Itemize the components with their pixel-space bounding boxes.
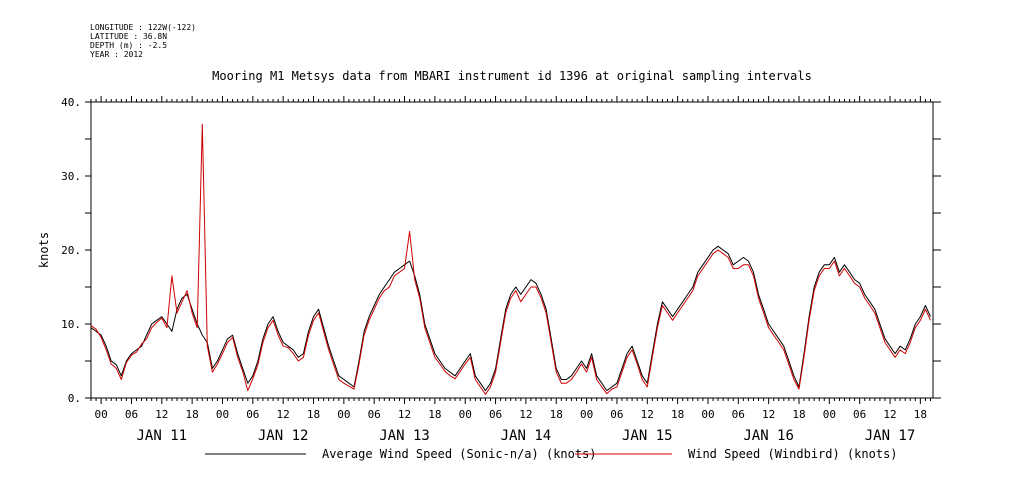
x-tick-label: 12 xyxy=(641,408,654,421)
x-tick-label: 18 xyxy=(792,408,805,421)
x-tick-label: 18 xyxy=(914,408,927,421)
x-tick-label: 12 xyxy=(519,408,532,421)
x-tick-label: 12 xyxy=(155,408,168,421)
day-label: JAN 15 xyxy=(622,428,673,444)
legend-label-1: Wind Speed (Windbird) (knots) xyxy=(688,447,898,461)
chart-series xyxy=(90,123,931,395)
x-tick-label: 06 xyxy=(489,408,502,421)
metadata-block: LONGITUDE : 122W(-122)LATITUDE : 36.8NDE… xyxy=(90,23,196,59)
x-tick-label: 18 xyxy=(307,408,320,421)
day-label: JAN 16 xyxy=(743,428,794,444)
x-tick-label: 18 xyxy=(186,408,199,421)
series-line-1 xyxy=(90,123,931,395)
x-tick-label: 06 xyxy=(732,408,745,421)
x-tick-label: 00 xyxy=(94,408,107,421)
x-tick-label: 06 xyxy=(610,408,623,421)
y-axis-ticks: 0. 10. 20. 30. 40. xyxy=(61,96,941,405)
x-tick-label: 12 xyxy=(883,408,896,421)
chart-title: Mooring M1 Metsys data from MBARI instru… xyxy=(212,69,812,83)
y-tick-label: 0. xyxy=(68,392,81,405)
day-label: JAN 12 xyxy=(258,428,309,444)
x-tick-label: 00 xyxy=(701,408,714,421)
y-tick-label: 10. xyxy=(61,318,81,331)
day-label: JAN 17 xyxy=(865,428,916,444)
day-label: JAN 14 xyxy=(501,428,552,444)
plot-axes xyxy=(90,96,934,404)
x-tick-label: 06 xyxy=(368,408,381,421)
day-label: JAN 11 xyxy=(137,428,188,444)
x-axis-ticks: 00 06 12 18 00 06 12 18 00 06 12 18 00 06 12 18 00 06 12 18… xyxy=(94,408,926,421)
metadata-line: LONGITUDE : 122W(-122) xyxy=(90,23,196,32)
series-line-0 xyxy=(90,245,931,392)
day-label: JAN 13 xyxy=(379,428,430,444)
x-tick-label: 00 xyxy=(823,408,836,421)
legend-label-0: Average Wind Speed (Sonic-n/a) (knots) xyxy=(322,447,597,461)
x-tick-label: 18 xyxy=(550,408,563,421)
x-tick-label: 06 xyxy=(246,408,259,421)
x-axis-day-labels: JAN 11 JAN 12 JAN 13 JAN 14 JAN 15 JAN 16 JAN … xyxy=(137,428,916,444)
x-tick-label: 12 xyxy=(277,408,290,421)
plot-frame xyxy=(90,101,934,399)
metadata-line: LATITUDE : 36.8N xyxy=(90,32,167,41)
x-tick-label: 00 xyxy=(216,408,229,421)
x-tick-label: 06 xyxy=(125,408,138,421)
x-tick-label: 00 xyxy=(580,408,593,421)
chart-legend: Average Wind Speed (Sonic-n/a) (knots) Wi… xyxy=(205,447,898,461)
x-tick-label: 18 xyxy=(671,408,684,421)
y-axis-label: knots xyxy=(37,232,51,268)
y-tick-label: 20. xyxy=(61,244,81,257)
x-tick-label: 12 xyxy=(762,408,775,421)
metadata-line: YEAR : 2012 xyxy=(90,50,143,59)
x-tick-label: 06 xyxy=(853,408,866,421)
metadata-line: DEPTH (m) : -2.5 xyxy=(90,41,167,50)
y-tick-label: 30. xyxy=(61,170,81,183)
x-tick-label: 00 xyxy=(459,408,472,421)
x-tick-label: 12 xyxy=(398,408,411,421)
x-tick-label: 18 xyxy=(428,408,441,421)
x-tick-label: 00 xyxy=(337,408,350,421)
y-tick-label: 40. xyxy=(61,96,81,109)
